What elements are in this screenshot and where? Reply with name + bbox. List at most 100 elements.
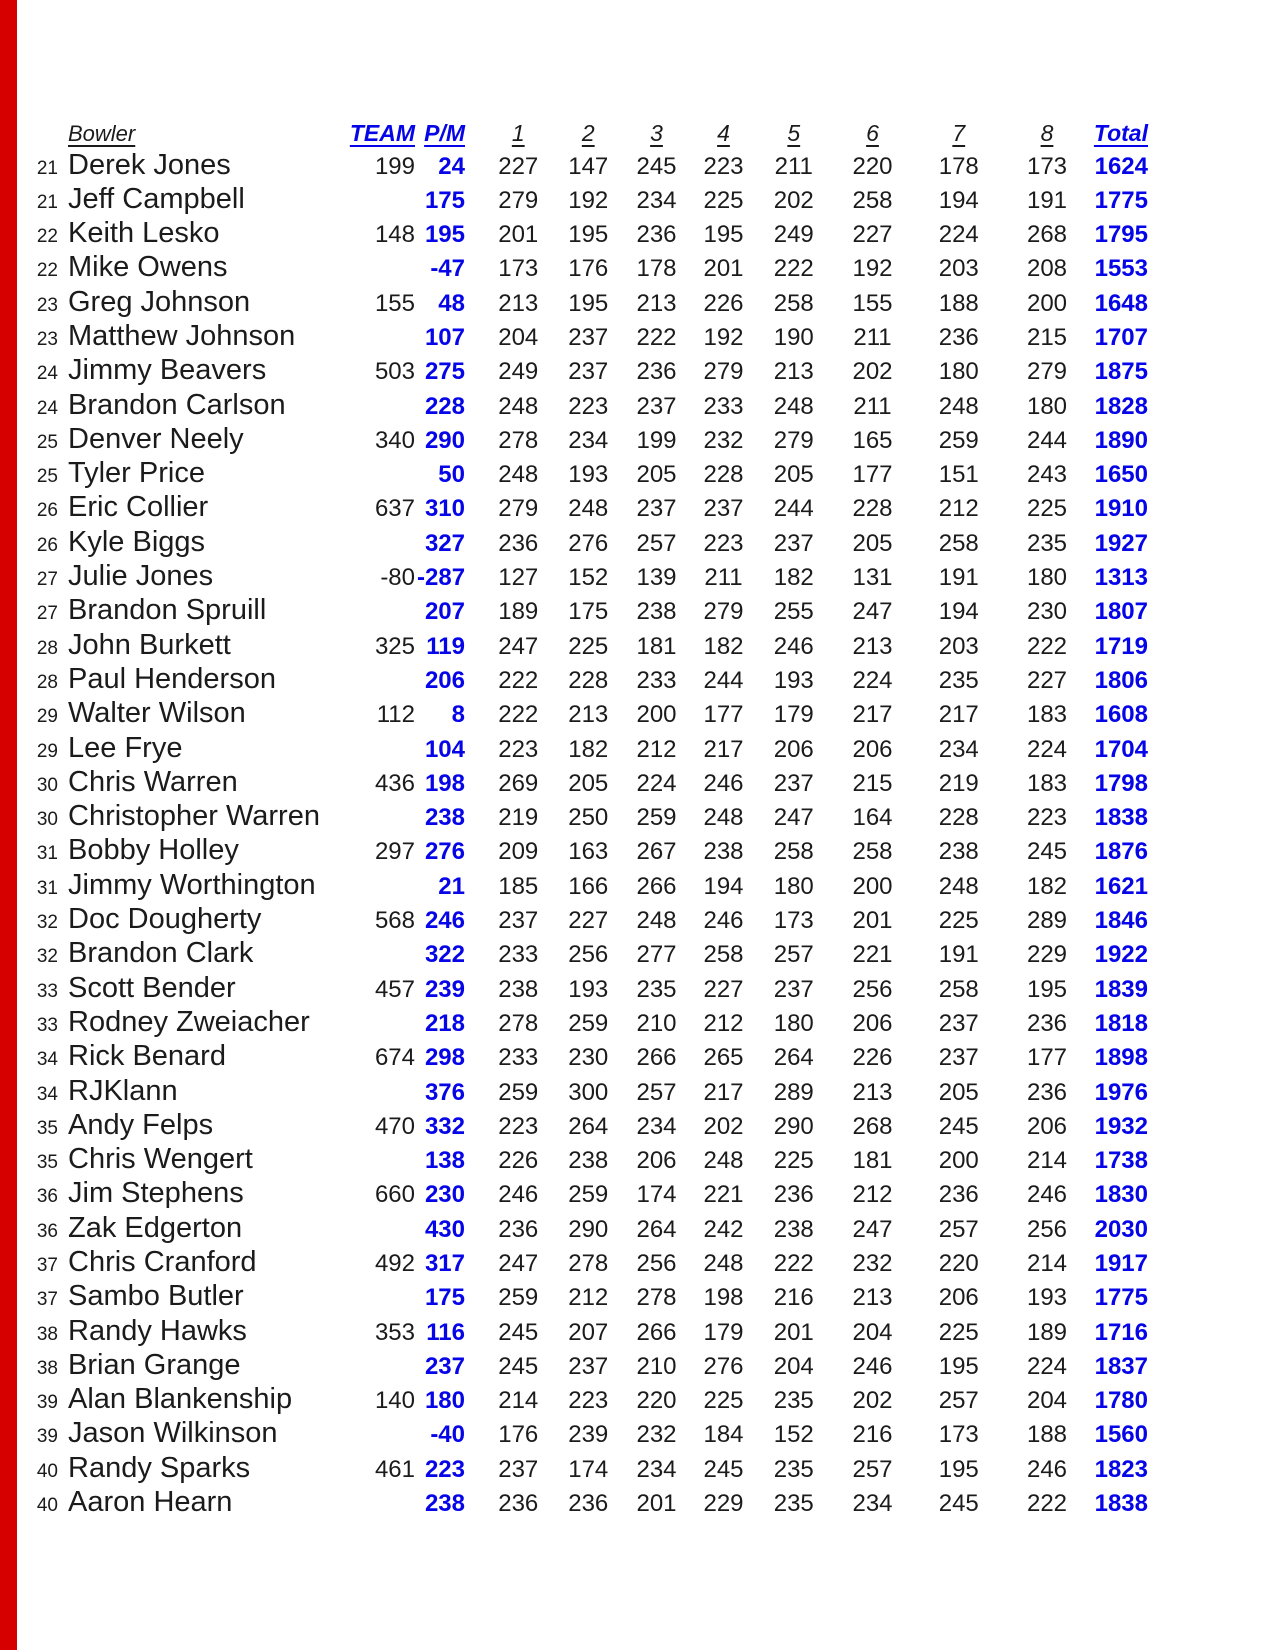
col-header-game: 6 <box>866 120 879 146</box>
team-points: 112 <box>376 701 415 729</box>
game-score: 279 <box>498 495 539 523</box>
game-score: 226 <box>703 289 744 317</box>
bowler-name: Brandon Spruill <box>68 594 267 627</box>
row-place: 40 <box>36 1495 58 1517</box>
game-score: 225 <box>773 1147 814 1175</box>
game-score: 225 <box>568 632 609 660</box>
game-score: 233 <box>636 666 677 694</box>
game-score: 249 <box>773 221 814 249</box>
team-points: 503 <box>374 358 415 386</box>
game-score: 182 <box>1026 872 1068 900</box>
game-score: 278 <box>568 1250 609 1277</box>
table-row: 22 Mike Owens -47 173 176 178 201 222 192 203 2… <box>0 251 1275 285</box>
bowler-name: Julie Jones <box>68 560 214 593</box>
game-score: 235 <box>773 1455 814 1483</box>
game-score: 245 <box>1026 838 1068 866</box>
plus-minus: 230 <box>424 1181 465 1209</box>
bowler-name: Walter Wilson <box>68 697 246 730</box>
row-place: 21 <box>36 191 58 213</box>
game-score: 225 <box>1026 495 1068 523</box>
game-score: 236 <box>568 1490 609 1518</box>
game-score: 217 <box>938 701 979 729</box>
game-score: 203 <box>938 632 979 660</box>
game-score: 235 <box>636 975 677 1003</box>
col-header-total: Total <box>1093 120 1148 146</box>
game-score: 248 <box>703 804 744 832</box>
game-score: 237 <box>498 907 539 935</box>
game-score: 194 <box>938 186 979 214</box>
game-score: 208 <box>1026 255 1068 283</box>
row-place: 24 <box>36 397 58 419</box>
game-score: 279 <box>773 426 814 454</box>
game-score: 178 <box>938 152 979 180</box>
game-score: 127 <box>498 564 539 592</box>
total-score: 1795 <box>1094 221 1148 249</box>
row-place: 37 <box>36 1289 58 1311</box>
row-place: 34 <box>36 1083 58 1105</box>
table-row: 34 Rick Benard 674 298 233 230 266 265 264 22… <box>0 1040 1275 1074</box>
plus-minus: 238 <box>424 1490 465 1518</box>
row-place: 35 <box>36 1152 58 1174</box>
total-score: 1818 <box>1094 1009 1148 1037</box>
game-score: 180 <box>938 358 979 386</box>
game-score: 213 <box>852 1284 893 1312</box>
game-score: 225 <box>703 186 744 214</box>
plus-minus: 376 <box>424 1078 465 1106</box>
bowler-name: Paul Henderson <box>68 662 276 695</box>
game-score: 237 <box>636 495 677 523</box>
row-place: 31 <box>36 843 58 865</box>
game-score: 257 <box>636 1078 677 1106</box>
game-score: 190 <box>773 323 814 351</box>
game-score: 238 <box>568 1147 609 1175</box>
game-score: 290 <box>568 1215 609 1243</box>
game-score: 257 <box>938 1387 979 1415</box>
game-score: 228 <box>852 495 893 523</box>
game-score: 257 <box>938 1215 979 1243</box>
total-score: 1890 <box>1094 426 1148 454</box>
game-score: 222 <box>498 701 539 729</box>
table-row: 29 Lee Frye 104 223 182 212 217 206 206 234 224… <box>0 731 1275 765</box>
bowler-name: Matthew Johnson <box>68 319 296 352</box>
game-score: 182 <box>568 735 609 763</box>
game-score: 202 <box>703 1112 744 1140</box>
team-points: 148 <box>374 221 415 249</box>
table-row: 35 Chris Wengert 138 226 238 206 248 225 181 2… <box>0 1143 1275 1177</box>
table-row: 37 Sambo Butler 175 259 212 278 198 216 213 20… <box>0 1280 1275 1314</box>
bowler-name: Mike Owens <box>68 251 228 284</box>
game-score: 209 <box>498 838 539 866</box>
plus-minus: 107 <box>424 323 465 351</box>
game-score: 184 <box>703 1421 744 1449</box>
total-score: 1780 <box>1094 1387 1148 1415</box>
game-score: 222 <box>498 666 539 694</box>
game-score: 237 <box>773 769 814 797</box>
game-score: 278 <box>636 1284 677 1312</box>
game-score: 289 <box>773 1078 814 1106</box>
plus-minus: 175 <box>424 186 465 214</box>
team-points: 470 <box>374 1112 415 1140</box>
table-row: 32 Doc Dougherty 568 246 237 227 248 246 173… <box>0 903 1275 937</box>
total-score: 1828 <box>1094 392 1148 420</box>
game-score: 237 <box>773 529 814 557</box>
game-score: 206 <box>1026 1112 1068 1140</box>
game-score: 238 <box>938 838 979 866</box>
row-place: 32 <box>36 946 58 968</box>
game-score: 237 <box>568 323 609 351</box>
game-score: 239 <box>568 1421 609 1449</box>
plus-minus: 24 <box>438 152 465 180</box>
game-score: 237 <box>703 495 744 523</box>
game-score: 259 <box>568 1181 609 1209</box>
game-score: 258 <box>938 975 979 1003</box>
plus-minus: 276 <box>424 838 465 866</box>
row-place: 31 <box>36 877 58 899</box>
game-score: 237 <box>568 358 609 386</box>
plus-minus: 180 <box>424 1387 465 1415</box>
game-score: 180 <box>1026 392 1068 420</box>
row-place: 27 <box>36 569 58 591</box>
row-place: 28 <box>36 671 58 693</box>
game-score: 225 <box>703 1387 744 1415</box>
game-score: 195 <box>1026 975 1068 1003</box>
game-score: 237 <box>938 1044 979 1072</box>
total-score: 1898 <box>1094 1044 1148 1072</box>
game-score: 155 <box>852 289 893 317</box>
total-score: 1775 <box>1094 1284 1148 1312</box>
